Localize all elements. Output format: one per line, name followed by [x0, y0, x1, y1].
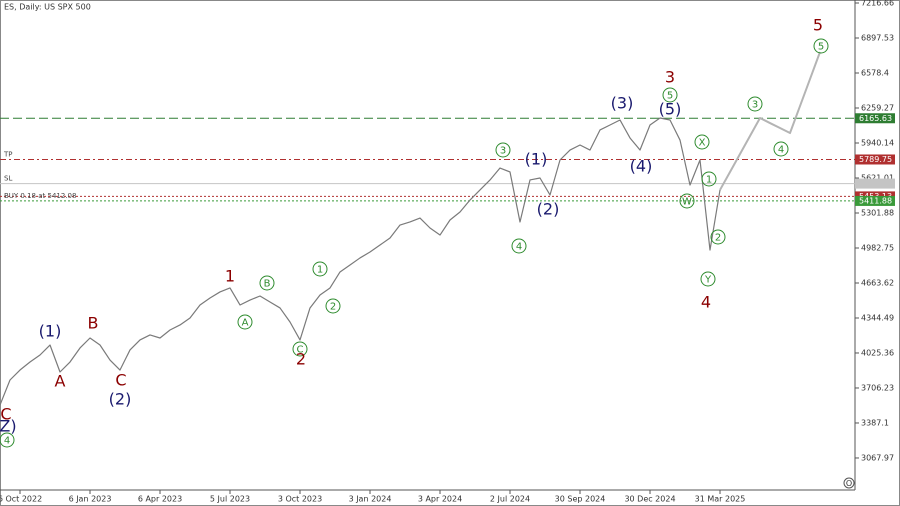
y-tick-label: 3387.1 [861, 418, 889, 427]
wave-label: C [0, 405, 11, 424]
wave-circle [0, 432, 15, 448]
x-tick-label: 5 Jul 2023 [210, 495, 250, 504]
wave-label: (5) [659, 100, 682, 119]
wave-label: 4 [516, 242, 522, 253]
x-tick-label: 30 Sep 2024 [555, 495, 606, 504]
y-tick-label: 4344.49 [861, 313, 894, 322]
wave-circle [325, 298, 341, 314]
wave-label: (1) [39, 322, 62, 341]
wave-circle [679, 193, 695, 209]
forecast-line [719, 51, 821, 191]
wave-circle [511, 238, 527, 254]
level-box [855, 178, 895, 189]
wave-circle [773, 141, 789, 157]
wave-circle [292, 341, 308, 357]
wave-circle [237, 314, 253, 330]
wave-label: 4 [701, 293, 711, 312]
wave-label: 4 [4, 436, 10, 447]
wave-label: (3) [611, 94, 634, 113]
y-tick-label: 5301.88 [861, 208, 894, 217]
x-tick-label: 31 Mar 2025 [695, 495, 746, 504]
price-line [0, 117, 721, 406]
wave-circle [700, 271, 716, 287]
level-box [855, 154, 895, 165]
wave-label: 1 [225, 267, 235, 286]
wave-circle [662, 87, 678, 103]
wave-label: (2) [109, 390, 132, 409]
wave-label: 5 [667, 91, 673, 102]
level-label: 5789.75 [859, 155, 892, 164]
wave-label: B [88, 314, 99, 333]
level-box [855, 113, 895, 124]
wave-label: Y [704, 275, 712, 286]
y-tick-label: 5621.01 [861, 173, 894, 182]
corner-mark: O [846, 479, 852, 488]
wave-label: 5 [818, 42, 824, 53]
level-label: 5411.88 [859, 196, 892, 205]
x-tick-label: 3 Oct 2023 [278, 495, 322, 504]
x-tick-label: 30 Dec 2024 [624, 495, 675, 504]
wave-circle [710, 229, 726, 245]
wave-label: B [264, 279, 271, 290]
y-tick-label: 4025.36 [861, 348, 894, 357]
x-tick-label: 3 Apr 2024 [418, 495, 462, 504]
wave-circle [747, 96, 763, 112]
chart-title: ES, Daily: US SPX 500 [4, 3, 91, 12]
wave-label: Z) [0, 417, 17, 436]
level-box [855, 195, 895, 206]
level-tag: BUY 0.18 at 5412.08 [4, 192, 76, 200]
y-tick-label: 4663.62 [861, 278, 894, 287]
y-tick-label: 4982.75 [861, 243, 894, 252]
y-tick-label: 3706.23 [861, 383, 894, 392]
wave-label: 3 [752, 100, 758, 111]
wave-label: (1) [525, 150, 548, 169]
y-tick-label: 6578.4 [861, 68, 889, 77]
corner-icon[interactable] [843, 477, 855, 489]
wave-label: 1 [706, 175, 712, 186]
wave-label: (2) [537, 200, 560, 219]
level-tag: TP [3, 150, 13, 158]
x-tick-label: 3 Jan 2024 [349, 495, 392, 504]
wave-label: 2 [296, 350, 306, 369]
wave-label: A [55, 372, 66, 391]
wave-label: 2 [330, 302, 336, 313]
wave-label: 4 [778, 145, 784, 156]
level-label: 6165.63 [859, 114, 892, 123]
wave-circle [694, 134, 710, 150]
wave-label: 3 [500, 146, 506, 157]
x-tick-label: 6 Apr 2023 [138, 495, 182, 504]
y-tick-label: 3067.97 [861, 453, 894, 462]
wave-circle [701, 171, 717, 187]
wave-label: (4) [630, 157, 653, 176]
wave-label: 5 [813, 16, 823, 35]
wave-label: W [682, 197, 692, 208]
wave-circle [495, 142, 511, 158]
wave-label: C [115, 371, 126, 390]
wave-circle [259, 275, 275, 291]
y-tick-label: 7216.66 [861, 0, 894, 7]
wave-label: X [699, 138, 706, 149]
level-tag: SL [4, 175, 12, 183]
wave-label: A [242, 318, 249, 329]
x-tick-label: 6 Oct 2022 [0, 495, 42, 504]
x-tick-label: 2 Jul 2024 [490, 495, 530, 504]
wave-label: 1 [317, 265, 323, 276]
y-tick-label: 6897.53 [861, 33, 894, 42]
wave-circle [312, 261, 328, 277]
x-tick-label: 6 Jan 2023 [69, 495, 112, 504]
wave-label: 3 [665, 68, 675, 87]
wave-label: C [297, 345, 304, 356]
y-tick-label: 6259.27 [861, 103, 894, 112]
wave-label: 2 [715, 233, 721, 244]
y-tick-label: 5940.14 [861, 138, 894, 147]
wave-circle [813, 38, 829, 54]
